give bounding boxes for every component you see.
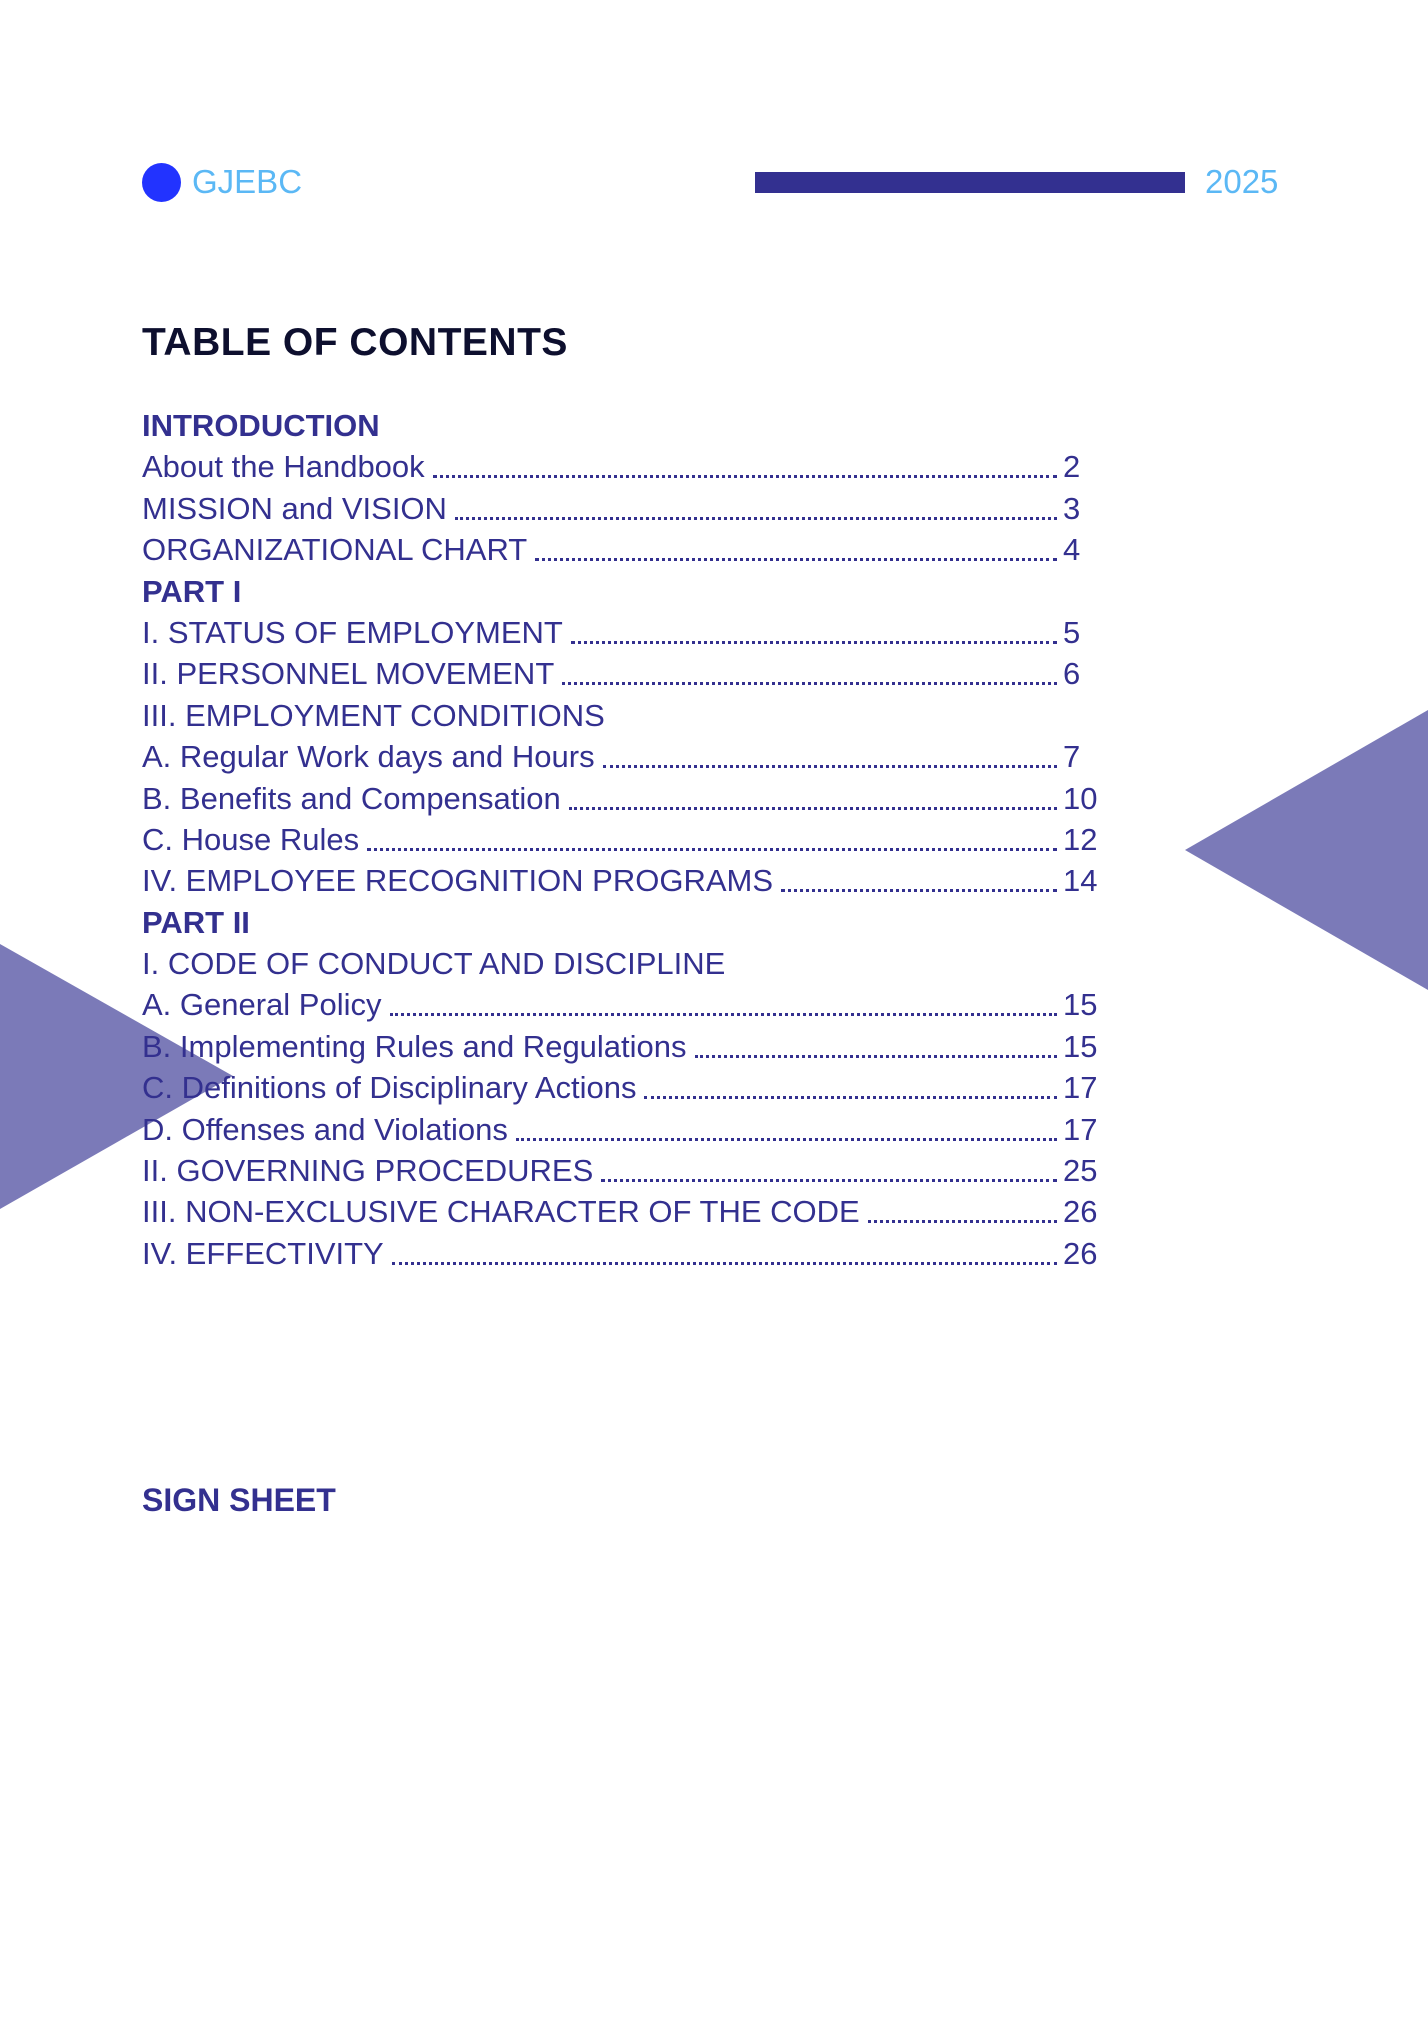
toc-entry-label: D. Offenses and Violations — [142, 1111, 508, 1147]
dot-leader — [601, 1179, 1057, 1183]
toc-entry[interactable]: MISSION and VISION 3 — [142, 488, 1080, 529]
toc-entry-label: II. PERSONNEL MOVEMENT — [142, 656, 555, 692]
toc-page-number: 3 — [1063, 490, 1081, 526]
toc-page-number: 17 — [1063, 1111, 1098, 1147]
toc-page-number: 6 — [1063, 656, 1081, 692]
toc-entry-label: IV. EFFECTIVITY — [142, 1235, 384, 1271]
toc-entry-label: II. GOVERNING PROCEDURES — [142, 1153, 594, 1189]
toc-entry[interactable]: II. PERSONNEL MOVEMENT 6 — [142, 653, 1080, 694]
left-triangle-shape — [0, 944, 233, 1209]
dot-leader — [454, 516, 1057, 520]
toc-page-number: 10 — [1063, 780, 1098, 816]
table-of-contents: INTRODUCTION About the Handbook 2 MISSION a… — [142, 405, 1142, 1274]
dot-leader — [389, 1013, 1057, 1017]
dot-leader — [694, 1054, 1057, 1058]
toc-page-number: 15 — [1063, 987, 1098, 1023]
header-year: 2025 — [1205, 163, 1279, 200]
toc-entry[interactable]: B. Benefits and Compensation 10 — [142, 778, 1097, 819]
toc-entry[interactable]: III. NON-EXCLUSIVE CHARACTER OF THE CODE… — [142, 1191, 1097, 1232]
sign-sheet-heading: SIGN SHEET — [142, 1482, 336, 1518]
toc-entry-label: C. House Rules — [142, 821, 360, 857]
right-triangle-shape — [1185, 710, 1428, 990]
dot-leader — [570, 640, 1057, 644]
dot-leader — [391, 1261, 1057, 1265]
toc-entry-label: IV. EMPLOYEE RECOGNITION PROGRAMS — [142, 863, 774, 899]
toc-section-heading: PART II — [142, 904, 250, 940]
dot-leader — [432, 475, 1057, 479]
toc-page-number: 7 — [1063, 739, 1081, 775]
toc-entry-label: A. General Policy — [142, 987, 382, 1023]
toc-subheading: III. EMPLOYMENT CONDITIONS — [142, 697, 605, 733]
toc-entry-label: B. Implementing Rules and Regulations — [142, 1028, 687, 1064]
brand-logo-dot — [142, 163, 181, 202]
dot-leader — [367, 847, 1057, 851]
toc-entry-label: C. Definitions of Disciplinary Actions — [142, 1070, 637, 1106]
toc-entry[interactable]: IV. EMPLOYEE RECOGNITION PROGRAMS 14 — [142, 860, 1097, 901]
dot-leader — [562, 682, 1057, 686]
toc-page-number: 26 — [1063, 1194, 1098, 1230]
dot-leader — [602, 765, 1057, 769]
toc-entry[interactable]: C. House Rules 12 — [142, 819, 1097, 860]
toc-entry[interactable]: A. General Policy 15 — [142, 984, 1097, 1025]
toc-entry-label: About the Handbook — [142, 449, 425, 485]
dot-leader — [515, 1137, 1057, 1141]
toc-entry-label: III. NON-EXCLUSIVE CHARACTER OF THE CODE — [142, 1194, 860, 1230]
toc-entry[interactable]: D. Offenses and Violations 17 — [142, 1109, 1097, 1150]
toc-entry[interactable]: IV. EFFECTIVITY 26 — [142, 1233, 1097, 1274]
toc-entry[interactable]: I. STATUS OF EMPLOYMENT 5 — [142, 612, 1080, 653]
toc-entry[interactable]: About the Handbook 2 — [142, 446, 1080, 487]
brand-name: GJEBC — [192, 163, 303, 200]
toc-page-number: 2 — [1063, 449, 1081, 485]
toc-section-heading: PART I — [142, 573, 242, 609]
toc-page-number: 15 — [1063, 1028, 1098, 1064]
toc-page-number: 17 — [1063, 1070, 1098, 1106]
toc-entry-label: A. Regular Work days and Hours — [142, 739, 595, 775]
dot-leader — [535, 558, 1057, 562]
toc-page-number: 12 — [1063, 821, 1098, 857]
page-title: TABLE OF CONTENTS — [142, 321, 568, 364]
header-bar — [755, 172, 1185, 193]
dot-leader — [644, 1096, 1057, 1100]
toc-page-number: 25 — [1063, 1153, 1098, 1189]
toc-entry[interactable]: C. Definitions of Disciplinary Actions 17 — [142, 1067, 1097, 1108]
toc-page-number: 14 — [1063, 863, 1098, 899]
toc-page-number: 26 — [1063, 1235, 1098, 1271]
toc-entry-label: B. Benefits and Compensation — [142, 780, 561, 816]
toc-entry-label: ORGANIZATIONAL CHART — [142, 532, 528, 568]
dot-leader — [781, 889, 1057, 893]
toc-entry[interactable]: A. Regular Work days and Hours 7 — [142, 736, 1080, 777]
toc-page-number: 4 — [1063, 532, 1081, 568]
toc-entry[interactable]: B. Implementing Rules and Regulations 15 — [142, 1026, 1097, 1067]
toc-section-heading: INTRODUCTION — [142, 408, 380, 443]
dot-leader — [568, 806, 1057, 810]
toc-entry[interactable]: ORGANIZATIONAL CHART 4 — [142, 529, 1080, 570]
toc-subheading: I. CODE OF CONDUCT AND DISCIPLINE — [142, 946, 726, 982]
toc-entry[interactable]: II. GOVERNING PROCEDURES 25 — [142, 1150, 1097, 1191]
toc-entry-label: MISSION and VISION — [142, 490, 447, 526]
toc-page-number: 5 — [1063, 614, 1081, 650]
dot-leader — [867, 1220, 1057, 1224]
toc-entry-label: I. STATUS OF EMPLOYMENT — [142, 614, 563, 650]
